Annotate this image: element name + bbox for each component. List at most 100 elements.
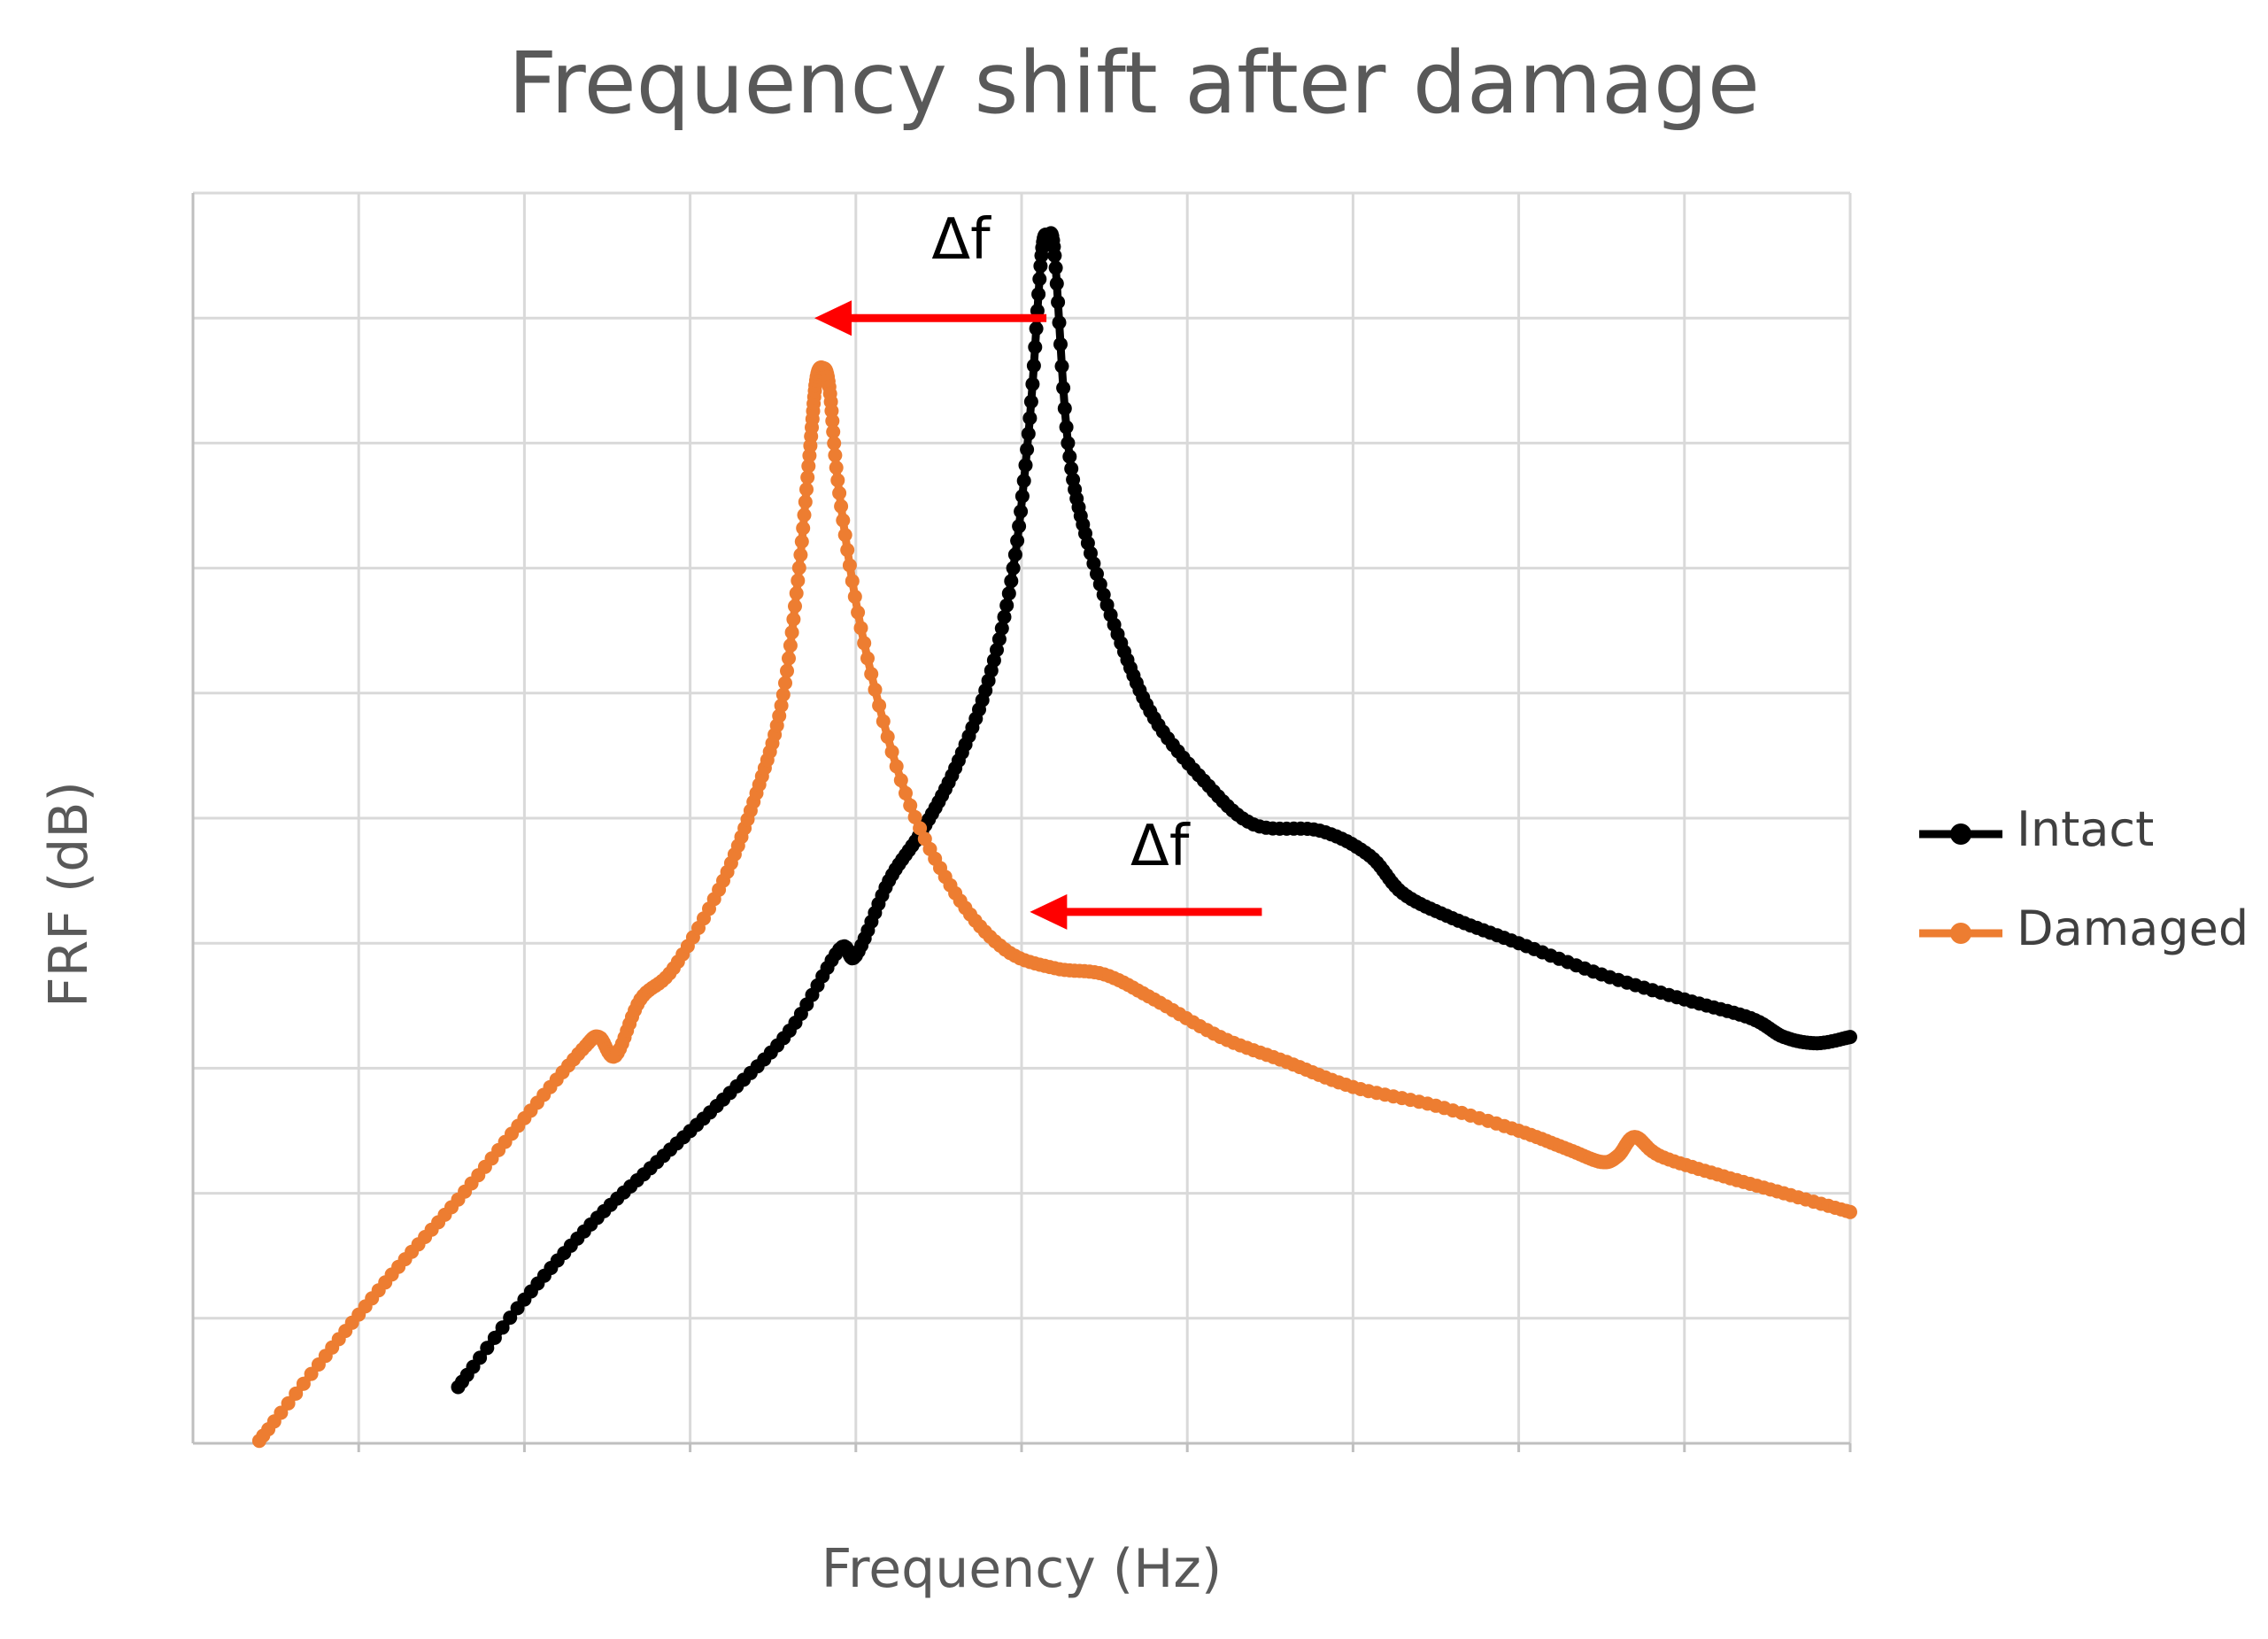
data-point-damaged [829,460,844,475]
data-point-damaged [851,605,866,620]
data-point-damaged [860,651,875,666]
data-point-damaged [853,621,868,636]
data-point-damaged [800,470,815,485]
data-point-intact [1001,586,1016,601]
data-point-damaged [799,482,814,497]
data-point-damaged [847,589,862,604]
data-point-damaged [789,586,804,600]
data-point-intact [473,1350,488,1365]
legend-label-intact: Intact [2017,801,2155,857]
data-point-intact [999,598,1014,613]
data-point-intact [1014,489,1030,504]
data-point-damaged [778,676,792,691]
data-point-intact [997,609,1012,624]
data-point-damaged [827,436,842,451]
data-point-damaged [837,528,852,543]
data-point-intact [1012,519,1027,534]
data-point-damaged [889,759,904,774]
data-point-intact [1843,1030,1857,1045]
legend-label-damaged: Damaged [2017,901,2249,956]
data-point-intact [1025,376,1040,391]
data-point-intact [1029,321,1044,336]
data-point-intact [487,1330,502,1345]
data-point-damaged [899,785,913,800]
data-point-damaged [834,499,849,514]
data-point-intact [1028,340,1043,354]
data-point-damaged [826,424,841,439]
delta-f-annotation-middle: Δf [1130,814,1190,880]
data-point-damaged [775,687,791,702]
data-point-damaged [782,651,796,666]
data-point-damaged [798,494,813,509]
data-point-intact [1057,401,1072,416]
data-point-damaged [788,599,802,614]
data-point-intact [1062,449,1077,464]
data-point-damaged [832,485,847,500]
data-point-damaged [907,809,922,824]
data-point-damaged [794,534,809,549]
data-point-intact [1064,461,1079,476]
series-group [251,226,1857,1449]
chart-title: Frequency shift after damage [508,34,1760,133]
data-point-damaged [796,521,811,536]
data-point-damaged [872,698,887,713]
data-point-intact [1033,259,1048,274]
legend-markers [1919,823,2002,944]
data-point-damaged [780,663,794,678]
data-point-damaged [791,573,806,588]
data-point-damaged [880,730,895,745]
data-point-damaged [797,507,812,522]
data-point-damaged [842,558,857,573]
data-point-intact [1054,359,1069,374]
data-point-damaged [884,745,899,760]
data-point-intact [1052,315,1067,330]
data-point-damaged [825,414,840,429]
axes [191,193,1852,1452]
data-point-damaged [774,698,789,713]
data-point-intact [1010,533,1025,548]
data-point-damaged [913,821,928,836]
data-point-intact [1026,359,1041,373]
data-point-damaged [289,1386,304,1401]
data-point-damaged [824,404,839,418]
data-point-intact [1049,276,1064,291]
x-axis-label: Frequency (Hz) [821,1538,1223,1600]
data-point-intact [480,1341,495,1356]
data-point-damaged [791,561,806,576]
data-point-intact [990,643,1004,657]
data-point-damaged [783,638,798,653]
delta-f-arrow-head [814,300,852,336]
data-point-intact [1053,336,1068,352]
data-point-intact [1022,411,1038,426]
data-point-damaged [786,612,801,627]
data-point-intact [1056,381,1071,396]
delta-f-annotation-top: Δf [931,207,991,274]
data-point-damaged [296,1376,311,1391]
data-point-damaged [784,625,799,640]
data-point-damaged [828,448,843,463]
data-point-intact [1007,547,1022,562]
data-point-damaged [836,513,851,528]
legend-marker-intact [1950,823,1971,845]
data-point-damaged [801,459,816,474]
gridlines [193,191,1852,1443]
data-point-damaged [857,636,872,651]
y-axis-label: FRF (dB) [38,781,100,1008]
data-point-damaged [864,667,879,682]
series-line-intact [454,228,1855,1391]
data-point-damaged [893,773,908,788]
data-point-intact [1047,248,1062,263]
data-point-intact [1031,287,1046,302]
data-point-intact [1048,260,1063,275]
data-point-intact [1014,504,1029,519]
data-point-damaged [876,714,891,729]
data-point-intact [994,621,1009,636]
data-point-damaged [840,543,855,558]
data-point-intact [1051,295,1066,310]
data-point-intact [1023,394,1038,409]
data-point-damaged [845,574,860,589]
data-point-intact [503,1310,518,1326]
data-point-damaged [868,682,883,697]
data-point-intact [1004,574,1019,589]
